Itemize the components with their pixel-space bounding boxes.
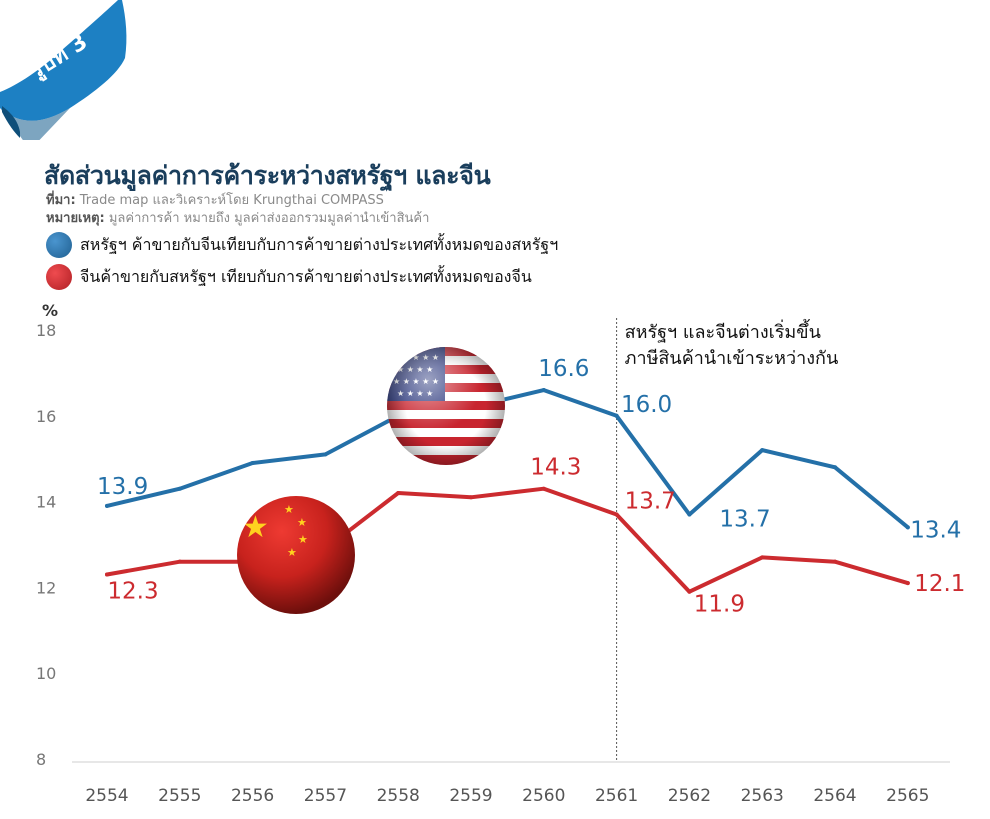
- source-label: ที่มา:: [46, 193, 76, 208]
- us-data-point: [760, 448, 765, 453]
- chart-title: สัดส่วนมูลค่าการค้าระหว่างสหรัฐฯ และจีน: [44, 161, 491, 190]
- us-data-point: [614, 413, 619, 418]
- y-axis: 8 10 12 14 16 18: [36, 321, 56, 769]
- china-data-label: 11.9: [694, 592, 745, 618]
- annotation-text-line-2: ภาษีสินค้านำเข้าระหว่างกัน: [625, 348, 839, 369]
- us-series-line: [105, 388, 910, 530]
- china-data-point: [469, 495, 473, 500]
- china-data-label: 12.3: [107, 579, 158, 605]
- x-axis: 2554 2555 2556 2557 2558 2559 2560 2561 2562 2563…: [85, 786, 929, 806]
- china-data-point: [905, 581, 910, 586]
- series-layer: 13.9 16.6 16.0 13.7 13.4 12.3 14.3 13.7 11.9 12.1: [97, 356, 965, 618]
- china-data-label: 12.1: [914, 571, 965, 597]
- us-data-label: 16.0: [621, 392, 672, 418]
- us-data-point: [905, 525, 910, 530]
- china-data-point: [396, 491, 401, 496]
- china-data-point: [760, 555, 765, 560]
- x-tick-label: 2558: [377, 786, 420, 806]
- china-flag-sphere-icon: ★ ★ ★ ★ ★: [237, 496, 355, 614]
- x-tick-label: 2565: [886, 786, 929, 806]
- us-data-point: [177, 486, 182, 491]
- legend-item-china: จีนค้าขายกับสหรัฐฯ เทียบกับการค้าขายต่าง…: [46, 264, 532, 290]
- svg-text:★: ★: [297, 516, 307, 529]
- legend-label-china: จีนค้าขายกับสหรัฐฯ เทียบกับการค้าขายต่าง…: [80, 266, 532, 286]
- china-data-point: [177, 559, 182, 564]
- x-tick-label: 2563: [741, 786, 784, 806]
- y-tick-label: 12: [36, 578, 56, 597]
- x-tick-label: 2560: [522, 786, 565, 806]
- y-axis-unit-label: %: [42, 301, 58, 320]
- legend-swatch-us: [46, 232, 72, 258]
- us-data-label: 13.4: [910, 517, 961, 543]
- x-tick-label: 2559: [449, 786, 492, 806]
- x-tick-label: 2555: [158, 786, 201, 806]
- x-tick-label: 2554: [85, 786, 128, 806]
- legend-item-us: สหรัฐฯ ค้าขายกับจีนเทียบกับการค้าขายต่าง…: [46, 232, 558, 258]
- legend-label-us: สหรัฐฯ ค้าขายกับจีนเทียบกับการค้าขายต่าง…: [80, 234, 559, 254]
- china-data-point: [614, 512, 619, 517]
- china-data-label: 14.3: [530, 455, 581, 481]
- china-series-line: [105, 486, 910, 594]
- source-line: ที่มา: Trade map และวิเคราะห์โดย Krungth…: [46, 189, 384, 210]
- x-tick-label: 2561: [595, 786, 638, 806]
- us-data-point: [105, 503, 109, 508]
- us-data-point: [833, 465, 837, 470]
- x-tick-label: 2562: [668, 786, 711, 806]
- figure-badge: [0, 0, 127, 140]
- us-data-point: [250, 460, 255, 465]
- x-tick-label: 2556: [231, 786, 274, 806]
- x-tick-label: 2564: [813, 786, 856, 806]
- us-data-label: 13.9: [97, 474, 148, 500]
- svg-text:★: ★: [287, 546, 297, 559]
- china-data-point: [833, 559, 837, 564]
- us-data-label: 13.7: [719, 506, 770, 532]
- y-tick-label: 18: [36, 321, 56, 340]
- legend-swatch-china: [46, 264, 72, 290]
- china-data-label: 13.7: [625, 488, 676, 514]
- note-label: หมายเหตุ:: [46, 211, 105, 226]
- us-data-point: [323, 452, 328, 457]
- note-line: หมายเหตุ: มูลค่าการค้า หมายถึง มูลค่าส่ง…: [46, 207, 429, 228]
- china-data-point: [105, 572, 109, 577]
- china-data-point: [541, 486, 546, 491]
- us-data-label: 16.6: [538, 356, 589, 382]
- svg-text:★: ★: [242, 510, 269, 545]
- annotation-text-line-1: สหรัฐฯ และจีนต่างเริ่มขึ้น: [625, 319, 821, 343]
- china-data-point: [687, 589, 692, 594]
- y-tick-label: 16: [36, 407, 56, 426]
- us-data-point: [687, 512, 692, 517]
- y-tick-label: 8: [36, 750, 46, 769]
- svg-text:★: ★: [284, 503, 294, 516]
- source-text: Trade map และวิเคราะห์โดย Krungthai COMP…: [79, 193, 384, 208]
- note-text: มูลค่าการค้า หมายถึง มูลค่าส่งออกรวมมูลค…: [108, 211, 430, 226]
- x-tick-label: 2557: [304, 786, 347, 806]
- y-tick-label: 14: [36, 493, 56, 512]
- y-tick-label: 10: [36, 664, 56, 683]
- svg-text:★: ★: [298, 533, 308, 546]
- us-data-point: [541, 388, 546, 393]
- us-flag-sphere-icon: ★ ★ ★ ★ ★ ★ ★ ★ ★ ★ ★ ★ ★ ★ ★ ★ ★ ★: [387, 347, 505, 465]
